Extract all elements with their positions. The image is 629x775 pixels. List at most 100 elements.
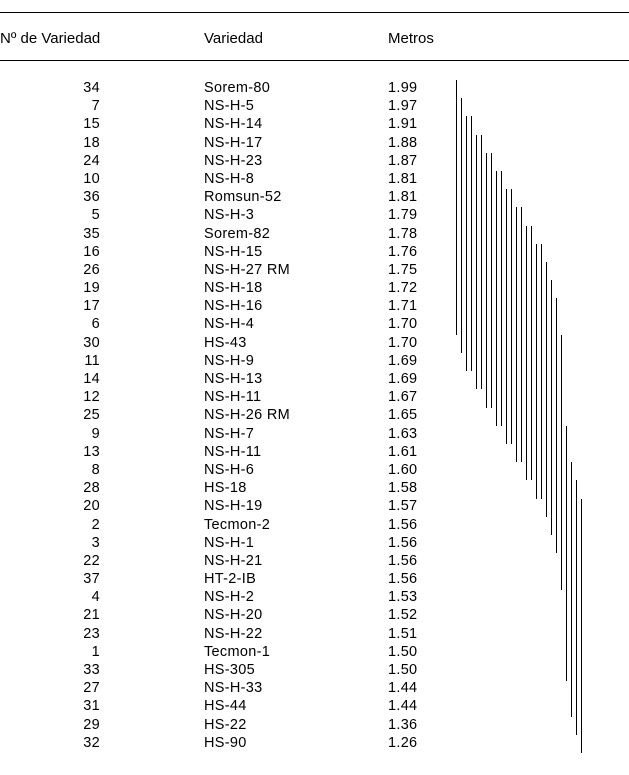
cell-num: 5 xyxy=(60,207,100,223)
cell-metros: 1.67 xyxy=(388,389,417,405)
cell-num: 25 xyxy=(60,407,100,423)
cell-metros: 1.88 xyxy=(388,135,417,151)
table-row: 14NS-H-131.69 xyxy=(0,371,629,389)
cell-variedad: NS-H-9 xyxy=(204,353,254,369)
cell-num: 22 xyxy=(60,553,100,569)
cell-metros: 1.69 xyxy=(388,353,417,369)
cell-variedad: HT-2-IB xyxy=(204,571,256,587)
significance-bar xyxy=(536,244,537,499)
table-row: 23NS-H-221.51 xyxy=(0,626,629,644)
cell-variedad: NS-H-23 xyxy=(204,153,263,169)
table-row: 10NS-H-81.81 xyxy=(0,171,629,189)
table-row: 28HS-181.58 xyxy=(0,480,629,498)
cell-variedad: NS-H-11 xyxy=(204,389,261,405)
cell-variedad: NS-H-33 xyxy=(204,680,263,696)
cell-metros: 1.69 xyxy=(388,371,417,387)
header-col-num: Nº de Variedad xyxy=(0,30,100,47)
table-row: 18NS-H-171.88 xyxy=(0,135,629,153)
table-row: 20NS-H-191.57 xyxy=(0,498,629,516)
rule-top-1 xyxy=(0,12,629,13)
cell-variedad: NS-H-14 xyxy=(204,116,263,132)
table-row: 32HS-901.26 xyxy=(0,735,629,753)
significance-bar xyxy=(461,98,462,353)
significance-bar xyxy=(516,207,517,462)
table-row: 19NS-H-181.72 xyxy=(0,280,629,298)
cell-variedad: NS-H-16 xyxy=(204,298,263,314)
significance-bar xyxy=(576,480,577,735)
table-header: Nº de Variedad Variedad Metros xyxy=(0,30,629,54)
cell-variedad: NS-H-19 xyxy=(204,498,263,514)
table-row: 21NS-H-201.52 xyxy=(0,607,629,625)
cell-metros: 1.56 xyxy=(388,571,417,587)
significance-bar xyxy=(541,244,542,499)
cell-num: 12 xyxy=(60,389,100,405)
cell-variedad: NS-H-3 xyxy=(204,207,254,223)
significance-bar xyxy=(491,153,492,408)
table-row: 34Sorem-801.99 xyxy=(0,80,629,98)
table-row: 30HS-431.70 xyxy=(0,335,629,353)
table-row: 33HS-3051.50 xyxy=(0,662,629,680)
significance-bar xyxy=(481,135,482,390)
cell-num: 29 xyxy=(60,717,100,733)
cell-num: 35 xyxy=(60,226,100,242)
cell-metros: 1.63 xyxy=(388,426,417,442)
table-row: 11 NS-H-9 1.69 xyxy=(0,353,629,371)
cell-num: 16 xyxy=(60,244,100,260)
significance-bar xyxy=(506,189,507,444)
cell-metros: 1.56 xyxy=(388,553,417,569)
cell-variedad: NS-H-21 xyxy=(204,553,263,569)
cell-num: 30 xyxy=(60,335,100,351)
significance-bar xyxy=(551,280,552,535)
cell-num: 37 xyxy=(60,571,100,587)
cell-metros: 1.91 xyxy=(388,116,417,132)
rule-top-2 xyxy=(0,60,629,61)
cell-num: 10 xyxy=(60,171,100,187)
cell-num: 21 xyxy=(60,607,100,623)
significance-bar xyxy=(521,207,522,462)
table-row: 37 HT-2-IB 1.56 xyxy=(0,571,629,589)
cell-metros: 1.97 xyxy=(388,98,417,114)
table-row: 3NS-H-11.56 xyxy=(0,535,629,553)
cell-num: 2 xyxy=(60,517,100,533)
table-row: 1Tecmon-11.50 xyxy=(0,644,629,662)
cell-metros: 1.75 xyxy=(388,262,417,278)
cell-num: 28 xyxy=(60,480,100,496)
cell-variedad: NS-H-17 xyxy=(204,135,263,151)
cell-variedad: NS-H-26 RM xyxy=(204,407,290,423)
cell-metros: 1.60 xyxy=(388,462,417,478)
cell-num: 9 xyxy=(60,426,100,442)
cell-variedad: NS-H-4 xyxy=(204,316,254,332)
cell-variedad: NS-H-6 xyxy=(204,462,254,478)
cell-metros: 1.44 xyxy=(388,698,417,714)
cell-variedad: NS-H-7 xyxy=(204,426,254,442)
cell-variedad: Sorem-80 xyxy=(204,80,270,96)
significance-bar xyxy=(561,335,562,590)
cell-num: 27 xyxy=(60,680,100,696)
cell-variedad: NS-H-11 xyxy=(204,444,261,460)
cell-variedad: NS-H-13 xyxy=(204,371,263,387)
header-col-metros: Metros xyxy=(388,30,434,47)
table-row: 29HS-221.36 xyxy=(0,717,629,735)
significance-bar xyxy=(511,189,512,444)
significance-bar xyxy=(466,116,467,371)
cell-metros: 1.71 xyxy=(388,298,417,314)
cell-metros: 1.70 xyxy=(388,335,417,351)
significance-bar xyxy=(526,226,527,481)
cell-num: 11 xyxy=(60,353,100,369)
cell-variedad: HS-90 xyxy=(204,735,247,751)
cell-num: 26 xyxy=(60,262,100,278)
cell-metros: 1.50 xyxy=(388,662,417,678)
significance-bar xyxy=(566,426,567,681)
cell-num: 4 xyxy=(60,589,100,605)
cell-metros: 1.53 xyxy=(388,589,417,605)
cell-metros: 1.61 xyxy=(388,444,417,460)
table-row: 15NS-H-141.91 xyxy=(0,116,629,134)
cell-num: 34 xyxy=(60,80,100,96)
table-row: 4NS-H-21.53 xyxy=(0,589,629,607)
cell-metros: 1.56 xyxy=(388,535,417,551)
cell-metros: 1.50 xyxy=(388,644,417,660)
significance-bar xyxy=(486,153,487,408)
table-row: 22 NS-H-21 1.56 xyxy=(0,553,629,571)
cell-metros: 1.72 xyxy=(388,280,417,296)
cell-variedad: Tecmon-2 xyxy=(204,517,270,533)
